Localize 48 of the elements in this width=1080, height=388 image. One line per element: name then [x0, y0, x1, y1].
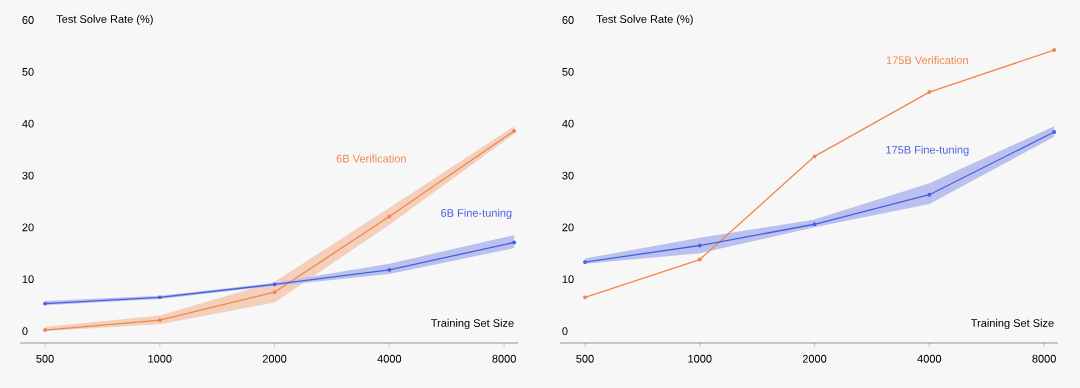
- point: [927, 90, 932, 95]
- x-tick-label: 2000: [262, 354, 287, 363]
- x-tick-label: 1000: [148, 354, 172, 363]
- x-tick-label: 8000: [1032, 354, 1056, 363]
- x-tick-label: 4000: [377, 354, 402, 363]
- point: [272, 290, 277, 295]
- point: [812, 154, 817, 159]
- x-tick-label: 2000: [802, 354, 827, 363]
- point: [43, 328, 47, 332]
- text: 6B Verification: [336, 154, 406, 163]
- y-tick-label: 50: [22, 67, 34, 76]
- y-tick-label: 0: [22, 327, 28, 335]
- point: [927, 192, 932, 197]
- point: [697, 243, 702, 248]
- y-tick-label: 60: [22, 16, 34, 24]
- point: [583, 260, 587, 265]
- y-tick-label: 20: [562, 223, 574, 232]
- point: [157, 295, 162, 300]
- y-tick-label: 10: [562, 275, 574, 284]
- y-axis-title: Test Solve Rate (%): [56, 14, 153, 26]
- y-tick-label: 20: [22, 223, 34, 232]
- y-tick-label: 50: [562, 67, 574, 76]
- point: [387, 214, 392, 219]
- x-tick-label: 1000: [688, 354, 712, 363]
- text: 6B Fine-tuning: [441, 208, 512, 220]
- series-label: 175B Fine-tuning: [886, 145, 969, 156]
- y-tick-label: 40: [22, 119, 34, 128]
- point: [812, 222, 817, 227]
- point: [272, 282, 277, 287]
- x-tick-label: 500: [36, 354, 54, 363]
- x-axis-title: Training Set Size: [971, 318, 1054, 330]
- point: [583, 295, 587, 300]
- x-axis-title: Training Set Size: [431, 318, 514, 330]
- series-label: 175B Verification: [886, 56, 968, 65]
- y-tick-label: 10: [22, 275, 34, 284]
- y-tick-label: 60: [562, 16, 574, 24]
- x-tick-label: 8000: [492, 354, 516, 363]
- y-tick-label: 30: [22, 171, 34, 180]
- y-tick-label: 30: [562, 171, 574, 180]
- point: [387, 267, 392, 272]
- x-tick-label: 4000: [917, 354, 942, 363]
- point: [697, 257, 702, 262]
- y-tick-label: 40: [562, 119, 574, 128]
- point: [43, 301, 47, 306]
- x-tick-label: 500: [576, 354, 594, 363]
- y-axis-title: Test Solve Rate (%): [596, 14, 693, 26]
- y-tick-label: 0: [562, 327, 568, 335]
- point: [157, 318, 162, 323]
